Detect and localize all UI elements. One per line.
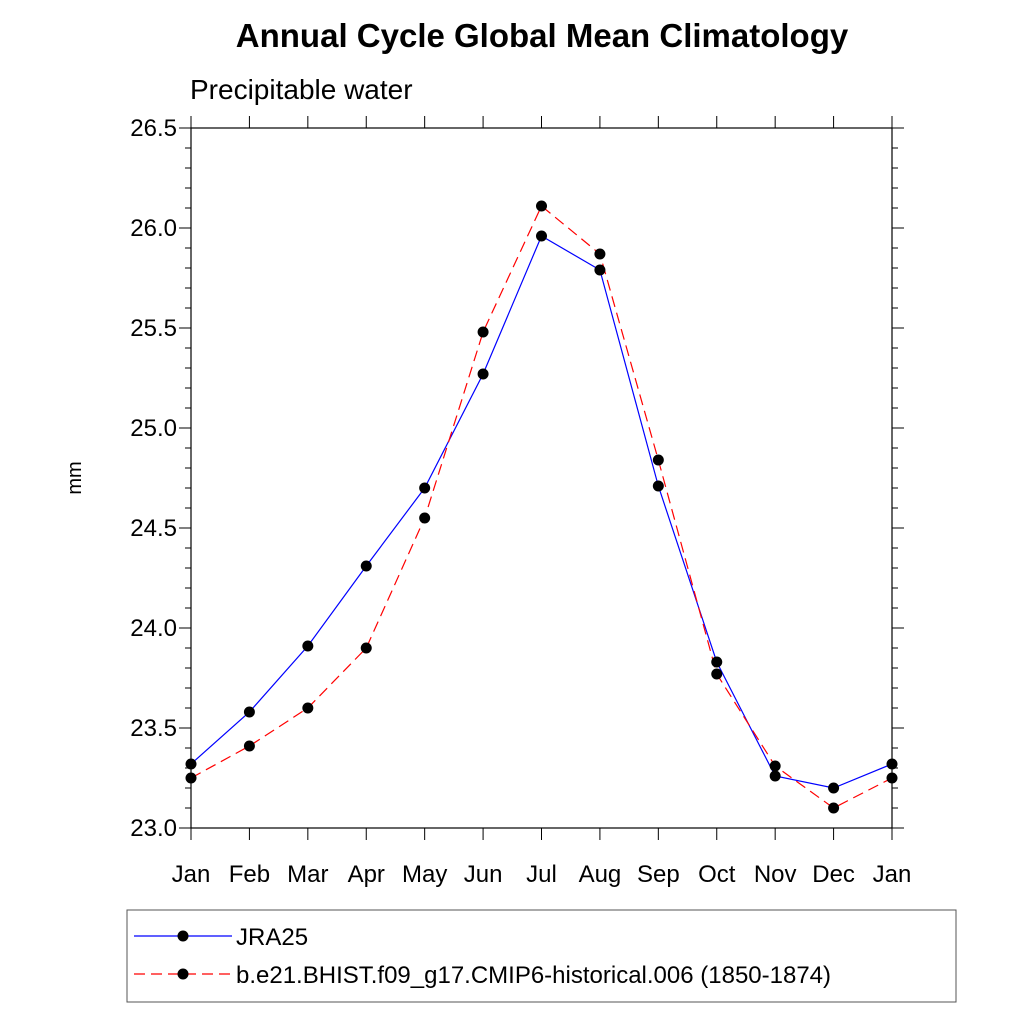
legend-label-series-0: JRA25	[236, 924, 308, 951]
data-point-series-0	[886, 758, 898, 770]
data-point-series-1	[477, 326, 489, 338]
y-tick-label: 26.0	[130, 215, 177, 242]
legend-box	[126, 909, 957, 1003]
data-point-series-0	[711, 656, 723, 668]
data-point-series-1	[652, 454, 664, 466]
data-point-series-0	[419, 482, 431, 494]
legend-marker-series-0	[177, 930, 189, 942]
data-point-series-0	[652, 480, 664, 492]
x-tick-label: Apr	[348, 861, 385, 888]
x-tick-label: Mar	[287, 861, 328, 888]
legend-marker-series-1	[177, 968, 189, 980]
data-point-series-0	[477, 368, 489, 380]
y-tick-label: 25.5	[130, 315, 177, 342]
x-tick-label: Sep	[637, 861, 680, 888]
y-tick-label: 23.5	[130, 715, 177, 742]
x-tick-label: Jan	[873, 861, 912, 888]
data-point-series-0	[536, 230, 547, 242]
data-point-series-0	[302, 640, 314, 652]
y-axis-label: mm	[64, 461, 86, 494]
legend: JRA25 b.e21.BHIST.f09_g17.CMIP6-historica…	[134, 924, 831, 989]
axis-ticks	[179, 116, 904, 840]
y-tick-label: 24.5	[130, 515, 177, 542]
series-line-1	[190, 205, 893, 809]
chart-title: Annual Cycle Global Mean Climatology	[236, 17, 849, 54]
x-tick-label: Jun	[464, 861, 503, 888]
data-point-series-1	[536, 200, 547, 212]
x-tick-label: Aug	[579, 861, 622, 888]
x-tick-label: Jul	[526, 861, 557, 888]
data-point-series-1	[594, 248, 606, 260]
x-tick-label: May	[402, 861, 447, 888]
data-point-series-0	[185, 758, 197, 770]
data-point-series-1	[360, 642, 372, 654]
chart-subtitle: Precipitable water	[190, 74, 413, 105]
data-point-series-1	[243, 740, 255, 752]
data-point-series-0	[769, 770, 781, 782]
data-point-series-1	[769, 760, 781, 772]
x-tick-label: Nov	[754, 861, 797, 888]
legend-label-series-1: b.e21.BHIST.f09_g17.CMIP6-historical.006…	[236, 962, 831, 989]
series-group	[185, 200, 898, 814]
y-tick-label: 23.0	[130, 815, 177, 842]
x-tick-label: Oct	[698, 861, 736, 888]
data-point-series-0	[243, 706, 255, 718]
data-point-series-1	[886, 772, 898, 784]
series-line-0	[190, 235, 893, 789]
data-point-series-0	[360, 560, 372, 572]
y-tick-label: 26.5	[130, 115, 177, 142]
data-point-series-1	[711, 668, 723, 680]
x-tick-label: Dec	[812, 861, 855, 888]
data-point-series-1	[302, 702, 314, 714]
data-point-series-0	[594, 264, 606, 276]
data-point-series-0	[828, 782, 840, 794]
data-point-series-1	[828, 802, 840, 814]
x-tick-label: Feb	[229, 861, 270, 888]
y-tick-label: 24.0	[130, 615, 177, 642]
y-tick-labels: 23.0 23.5 24.0 24.5 25.0 25.5 26.0 26.5	[130, 115, 177, 842]
x-tick-labels: Jan Feb Mar Apr May Jun Jul Aug Sep Oct Nov Dec Jan	[172, 861, 912, 888]
data-point-series-1	[185, 772, 197, 784]
data-point-series-1	[419, 512, 431, 524]
y-tick-label: 25.0	[130, 415, 177, 442]
x-tick-label: Jan	[172, 861, 211, 888]
